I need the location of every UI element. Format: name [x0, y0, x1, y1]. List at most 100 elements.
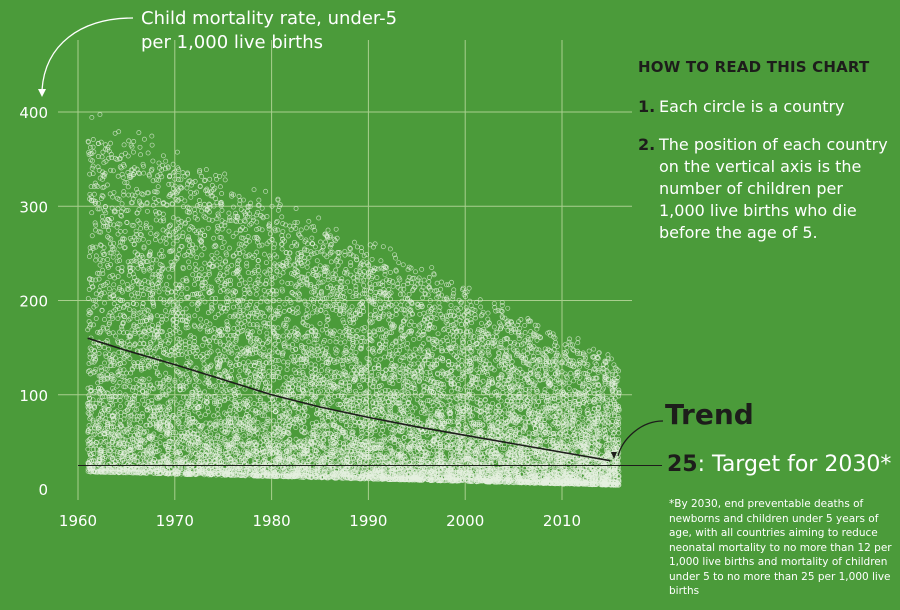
- country-point: [87, 452, 93, 458]
- country-point: [245, 234, 251, 239]
- country-point: [111, 301, 117, 307]
- country-point: [96, 288, 102, 294]
- country-point: [224, 332, 230, 338]
- country-point: [114, 195, 120, 201]
- country-point: [271, 418, 277, 424]
- country-point: [92, 180, 98, 186]
- country-point: [117, 403, 123, 409]
- country-point: [160, 153, 166, 159]
- country-point: [279, 246, 285, 252]
- country-point: [328, 259, 334, 265]
- country-point: [119, 324, 124, 330]
- country-point: [156, 160, 162, 166]
- country-point: [153, 217, 159, 223]
- country-point: [281, 407, 287, 413]
- country-point: [114, 258, 120, 264]
- country-point: [208, 431, 214, 437]
- country-point: [244, 408, 250, 413]
- country-point: [115, 173, 121, 179]
- country-point: [115, 431, 121, 437]
- country-point: [153, 237, 158, 243]
- country-point: [308, 445, 314, 451]
- country-point: [88, 384, 94, 390]
- country-point: [132, 331, 138, 336]
- country-point: [98, 139, 104, 145]
- country-point: [212, 196, 218, 201]
- country-point: [102, 317, 107, 322]
- country-point: [111, 288, 117, 294]
- country-point: [129, 327, 135, 333]
- country-point: [100, 283, 106, 289]
- country-point: [303, 376, 309, 382]
- country-point: [124, 329, 130, 335]
- country-point: [207, 176, 213, 182]
- country-point: [104, 182, 110, 188]
- country-point: [282, 301, 288, 307]
- country-point: [140, 236, 146, 242]
- country-point: [263, 188, 269, 194]
- country-point: [202, 324, 208, 330]
- country-point: [110, 393, 116, 399]
- country-point: [153, 200, 159, 206]
- country-point: [176, 252, 182, 257]
- country-point: [85, 327, 91, 333]
- country-point: [237, 368, 243, 374]
- country-point: [106, 313, 112, 319]
- country-point: [308, 249, 314, 255]
- country-point: [87, 457, 93, 463]
- country-point: [207, 343, 213, 349]
- country-point: [89, 233, 95, 239]
- country-point: [126, 396, 132, 402]
- country-point: [113, 333, 118, 339]
- country-point: [110, 445, 116, 451]
- country-point: [138, 419, 144, 425]
- country-point: [166, 382, 172, 388]
- country-point: [178, 400, 184, 406]
- country-point: [103, 204, 109, 210]
- country-point: [135, 265, 141, 271]
- country-point: [149, 274, 155, 280]
- country-point: [142, 322, 148, 328]
- country-point: [127, 442, 133, 448]
- country-point: [123, 370, 129, 376]
- country-point: [238, 207, 244, 212]
- country-point: [186, 259, 192, 265]
- country-point: [105, 420, 110, 426]
- country-point: [263, 260, 269, 266]
- country-point: [113, 427, 119, 433]
- country-point: [256, 273, 262, 279]
- country-point: [200, 342, 206, 348]
- country-point: [105, 329, 111, 335]
- country-point: [100, 249, 106, 255]
- country-point: [99, 307, 105, 313]
- country-point: [127, 377, 133, 383]
- country-point: [321, 273, 327, 278]
- country-point: [89, 359, 95, 365]
- country-point: [118, 418, 123, 424]
- country-point: [330, 410, 336, 416]
- country-point: [325, 277, 331, 283]
- country-point: [256, 243, 262, 249]
- country-point: [318, 239, 323, 245]
- country-point: [87, 429, 93, 435]
- country-point: [219, 226, 225, 232]
- country-point: [131, 149, 136, 155]
- country-point: [106, 321, 112, 327]
- country-point: [111, 377, 117, 383]
- country-point: [183, 394, 189, 400]
- country-point: [124, 281, 130, 287]
- country-point: [192, 281, 197, 287]
- country-point: [124, 353, 130, 359]
- country-point: [108, 167, 114, 173]
- country-point: [298, 227, 304, 233]
- country-point: [96, 373, 102, 379]
- country-point: [217, 184, 223, 190]
- country-point: [229, 368, 235, 374]
- country-point: [94, 469, 100, 475]
- country-point: [119, 423, 125, 429]
- country-point: [295, 360, 301, 366]
- country-point: [90, 163, 96, 169]
- country-point: [115, 221, 121, 227]
- country-point: [179, 291, 185, 297]
